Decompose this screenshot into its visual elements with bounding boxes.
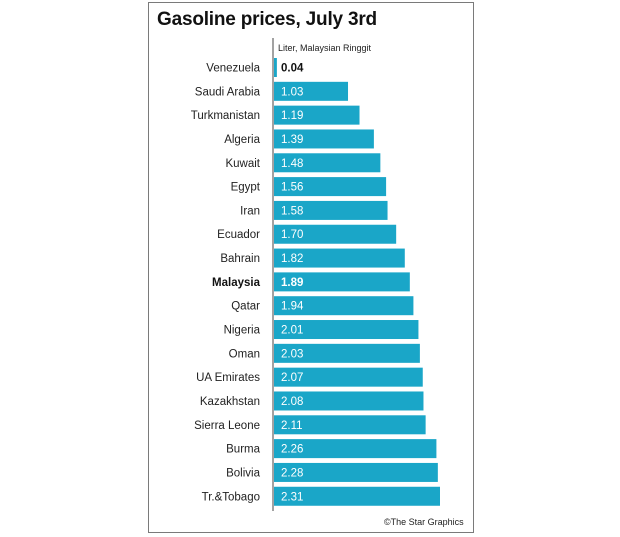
value-label: 1.39 bbox=[281, 134, 303, 146]
bar-qatar bbox=[274, 296, 414, 316]
category-label: Bolivia bbox=[226, 467, 260, 479]
value-label: 1.19 bbox=[281, 110, 303, 122]
value-label: 2.08 bbox=[281, 396, 303, 408]
bar-tr-tobago bbox=[274, 486, 440, 506]
category-label: Venezuela bbox=[206, 63, 260, 75]
value-label: 1.56 bbox=[281, 182, 303, 194]
bar-oman bbox=[274, 343, 420, 363]
category-label: Malaysia bbox=[212, 277, 261, 289]
bar-malaysia bbox=[274, 272, 410, 292]
bar-burma bbox=[274, 439, 437, 459]
category-label: Kuwait bbox=[225, 158, 260, 170]
category-label: Ecuador bbox=[217, 229, 260, 241]
bar-bolivia bbox=[274, 462, 438, 482]
value-label: 2.03 bbox=[281, 348, 303, 360]
bar-turkmanistan bbox=[274, 105, 360, 125]
category-label: Saudi Arabia bbox=[195, 86, 261, 98]
bar-nigeria bbox=[274, 320, 419, 340]
chart-title: Gasoline prices, July 3rd bbox=[157, 9, 377, 30]
bar-egypt bbox=[274, 177, 387, 197]
category-label: Qatar bbox=[231, 301, 260, 313]
value-label: 1.82 bbox=[281, 253, 303, 265]
credit-label: ©The Star Graphics bbox=[384, 517, 464, 527]
bar-algeria bbox=[274, 129, 374, 149]
category-label: Egypt bbox=[231, 182, 261, 194]
bar-saudi-arabia bbox=[274, 81, 349, 101]
value-label: 2.28 bbox=[281, 467, 303, 479]
bar-ua-emirates bbox=[274, 367, 423, 387]
value-label: 0.04 bbox=[281, 63, 304, 75]
bar-sierra-leone bbox=[274, 415, 426, 435]
bar-venezuela bbox=[274, 58, 277, 77]
category-label: Burma bbox=[226, 444, 260, 456]
category-label: Turkmanistan bbox=[191, 110, 260, 122]
value-label: 2.31 bbox=[281, 491, 303, 503]
value-label: 2.01 bbox=[281, 325, 303, 337]
value-label: 1.03 bbox=[281, 86, 303, 98]
category-label: Bahrain bbox=[220, 253, 260, 265]
unit-label: Liter, Malaysian Ringgit bbox=[278, 43, 372, 53]
bar-iran bbox=[274, 200, 388, 220]
value-label: 1.58 bbox=[281, 205, 303, 217]
category-label: UA Emirates bbox=[196, 372, 260, 384]
category-label: Iran bbox=[240, 205, 260, 217]
category-label: Algeria bbox=[224, 134, 260, 146]
value-label: 1.94 bbox=[281, 301, 304, 313]
category-label: Oman bbox=[229, 348, 260, 360]
value-label: 2.11 bbox=[281, 420, 303, 432]
category-label: Tr.&Tobago bbox=[202, 491, 260, 503]
category-label: Kazakhstan bbox=[200, 396, 260, 408]
category-label: Nigeria bbox=[224, 325, 261, 337]
category-label: Sierra Leone bbox=[194, 420, 260, 432]
bar-bahrain bbox=[274, 248, 405, 268]
value-label: 1.70 bbox=[281, 229, 303, 241]
value-label: 2.26 bbox=[281, 444, 303, 456]
bar-kuwait bbox=[274, 153, 381, 173]
value-label: 1.89 bbox=[281, 277, 303, 289]
bar-ecuador bbox=[274, 224, 397, 244]
value-label: 2.07 bbox=[281, 372, 303, 384]
bar-kazakhstan bbox=[274, 391, 424, 411]
value-label: 1.48 bbox=[281, 158, 303, 170]
